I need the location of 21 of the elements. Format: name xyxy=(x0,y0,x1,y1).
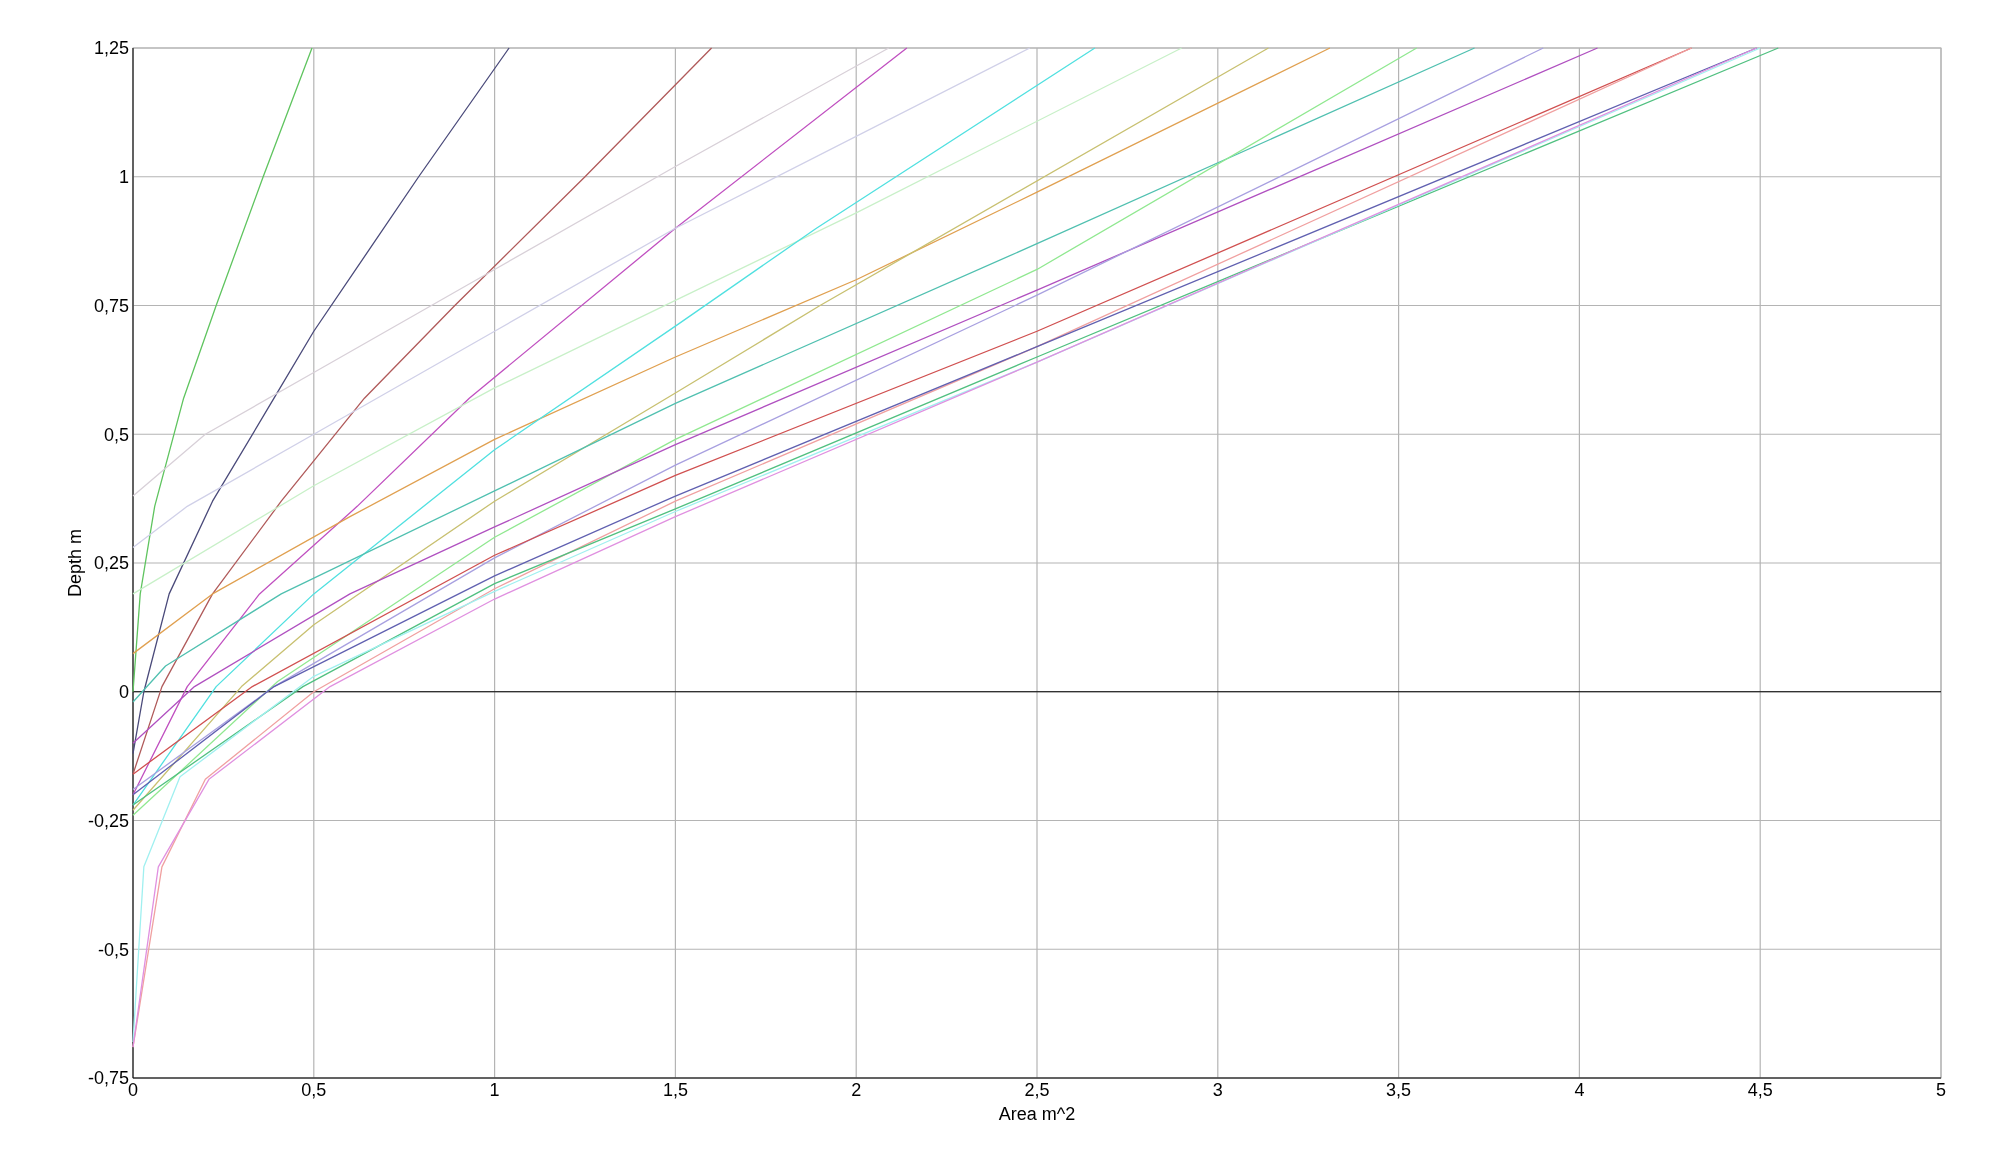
x-tick-label: 3,5 xyxy=(1386,1080,1412,1100)
y-tick-label: 1 xyxy=(118,167,129,188)
y-tick-label: 1,25 xyxy=(93,38,129,59)
y-tick-label: 0 xyxy=(118,682,129,703)
x-tick-label: 5 xyxy=(1935,1080,1947,1100)
x-tick-label: 0,5 xyxy=(301,1080,327,1100)
x-tick-label: 2,5 xyxy=(1024,1080,1050,1100)
y-tick-label: -0,25 xyxy=(87,810,129,831)
x-tick-label: 4,5 xyxy=(1747,1080,1773,1100)
x-tick-label: 1,5 xyxy=(662,1080,688,1100)
y-tick-label: 0,75 xyxy=(93,295,129,316)
x-tick-label: 2 xyxy=(851,1080,862,1100)
y-tick-label: -0,5 xyxy=(97,939,129,960)
y-axis-title: Depth m xyxy=(65,528,85,598)
x-tick-label: 3 xyxy=(1212,1080,1223,1100)
x-axis-title: Area m^2 xyxy=(998,1104,1076,1124)
x-tick-label: 4 xyxy=(1574,1080,1585,1100)
y-tick-label: 0,5 xyxy=(103,424,129,445)
y-tick-label: -0,75 xyxy=(87,1068,129,1089)
y-tick-label: 0,25 xyxy=(93,553,129,574)
x-tick-label: 1 xyxy=(489,1080,500,1100)
